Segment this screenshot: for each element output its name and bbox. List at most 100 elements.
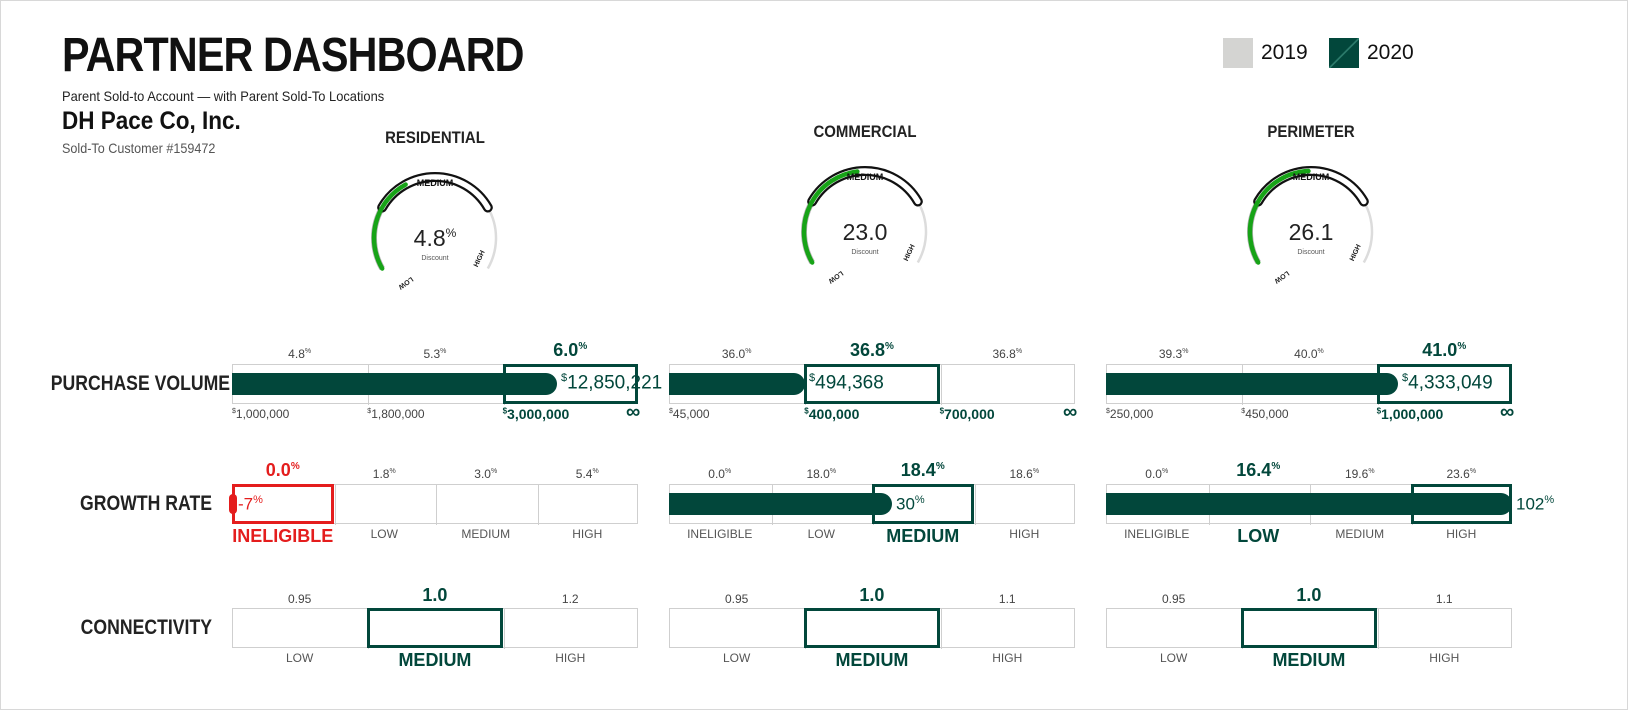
gauge-high-label: HIGH (473, 250, 487, 269)
growth-highlight-commercial (872, 484, 974, 524)
purchase-highlight-commercial (804, 364, 940, 404)
gauge-low-label: LOW (396, 275, 414, 290)
purchase-bar-perimeter (1106, 373, 1398, 395)
connectivity-tier-commercial: 1.0 (859, 585, 885, 605)
purchase-threshold: $250,000 (1106, 407, 1154, 421)
growth-level-low: LOW (807, 527, 835, 541)
growth-divider (436, 485, 437, 525)
gauge-perimeter: MEDIUM LOW HIGH 26.1 Discount (1241, 156, 1381, 346)
purchase-threshold: $1,000,000 (1376, 406, 1444, 422)
purchase-tier-residential: 4.8% (288, 347, 312, 361)
growth-highlight-perimeter (1410, 484, 1512, 524)
growth-tier-perimeter: 19.6% (1344, 467, 1375, 481)
purchase-tier-commercial: 36.0% (721, 347, 752, 361)
connectivity-level-low: LOW (722, 651, 751, 665)
purchase-threshold-infinity: ∞ (626, 401, 641, 423)
gauge-medium-label: MEDIUM (1293, 172, 1330, 182)
growth-level-medium: MEDIUM (886, 526, 960, 546)
growth-tier-residential: 0.0% (265, 460, 300, 480)
growth-level-high: HIGH (572, 527, 603, 541)
legend-swatch-2019 (1223, 38, 1253, 68)
connectivity-track-residential (232, 608, 638, 649)
purchase-tier-perimeter: 41.0% (1422, 340, 1467, 360)
connectivity-divider (940, 609, 942, 649)
connectivity-tier-perimeter: 1.1 (1435, 592, 1453, 606)
connectivity-tier-residential: 0.95 (287, 592, 312, 606)
purchase-tier-commercial: 36.8% (849, 340, 894, 360)
purchase-threshold-infinity: ∞ (1063, 401, 1078, 423)
purchase-divider (940, 365, 942, 405)
growth-value-commercial: 30% (896, 494, 925, 514)
growth-level-ineligible: INELIGIBLE (1124, 527, 1190, 541)
growth-bar-commercial (669, 493, 892, 515)
connectivity-level-high: HIGH (555, 651, 586, 665)
growth-divider (974, 485, 976, 525)
purchase-bar-residential (232, 373, 557, 395)
purchase-tier-commercial: 36.8% (992, 347, 1023, 361)
legend-item-2020: 2020 (1329, 38, 1414, 68)
connectivity-tier-perimeter: 1.0 (1296, 585, 1322, 605)
row-label-connectivity: CONNECTIVITY (80, 616, 212, 639)
growth-track-residential (232, 484, 638, 525)
connectivity-tier-commercial: 0.95 (724, 592, 749, 606)
purchase-threshold-infinity: ∞ (1500, 401, 1515, 423)
row-label-growth-rate: GROWTH RATE (80, 492, 212, 515)
growth-tier-residential: 5.4% (575, 467, 599, 481)
legend-label-2020: 2020 (1367, 41, 1414, 64)
purchase-tier-residential: 5.3% (423, 347, 447, 361)
legend-item-2019: 2019 (1223, 38, 1308, 68)
customer-number: Sold-To Customer #159472 (62, 140, 216, 156)
page-subtitle: Parent Sold-to Account — with Parent Sol… (62, 88, 385, 104)
growth-level-high: HIGH (1446, 527, 1477, 541)
legend-swatch-2020 (1329, 38, 1359, 68)
gauge-commercial: MEDIUM LOW HIGH 23.0 Discount (795, 156, 935, 346)
category-title-residential: RESIDENTIAL (385, 128, 485, 147)
gauge-discount-label: Discount (851, 249, 878, 256)
purchase-threshold: $1,000,000 (232, 407, 290, 421)
growth-tier-perimeter: 0.0% (1145, 467, 1169, 481)
growth-tier-commercial: 18.4% (900, 460, 945, 480)
connectivity-level-medium: MEDIUM (398, 650, 472, 670)
connectivity-level-medium: MEDIUM (1272, 650, 1346, 670)
connectivity-divider (1377, 609, 1379, 649)
connectivity-level-low: LOW (285, 651, 314, 665)
growth-level-low: LOW (370, 527, 398, 541)
growth-level-medium: MEDIUM (461, 527, 511, 541)
gauge-value-arc (1247, 168, 1311, 265)
growth-level-high: HIGH (1009, 527, 1040, 541)
purchase-value-residential: $12,850,221 (561, 372, 663, 394)
growth-level-low: LOW (1237, 526, 1280, 546)
row-label-purchase-volume: PURCHASE VOLUME (50, 372, 231, 395)
growth-highlight-residential (232, 484, 334, 524)
growth-level-ineligible: INELIGIBLE (687, 527, 753, 541)
connectivity-level-low: LOW (1159, 651, 1188, 665)
purchase-highlight-residential (502, 364, 638, 404)
gauge-residential: MEDIUM LOW HIGH 4.8% Discount (365, 162, 505, 352)
connectivity-tier-residential: 1.2 (561, 592, 579, 606)
gauge-svg-commercial: MEDIUM LOW HIGH 23.0 Discount (801, 166, 928, 284)
gauge-medium-label: MEDIUM (847, 172, 884, 182)
connectivity-divider (503, 609, 505, 649)
growth-tier-residential: 1.8% (372, 467, 396, 481)
purchase-threshold: $400,000 (804, 406, 860, 422)
growth-tier-residential: 3.0% (474, 467, 498, 481)
gauge-svg-perimeter: MEDIUM LOW HIGH 26.1 Discount (1247, 166, 1374, 284)
gauge-value: 26.1 (1289, 219, 1334, 245)
gauge-low-label: LOW (826, 269, 844, 284)
category-title-perimeter: PERIMETER (1267, 122, 1355, 141)
gauge-value-arc (371, 182, 408, 271)
company-name: DH Pace Co, Inc. (62, 107, 241, 135)
purchase-tier-residential: 6.0% (553, 340, 588, 360)
purchase-bar-commercial (669, 373, 805, 395)
purchase-threshold: $3,000,000 (502, 406, 570, 422)
gauge-value-arc (801, 169, 860, 265)
purchase-highlight-perimeter (1376, 364, 1512, 404)
gauge-medium-label: MEDIUM (417, 178, 454, 188)
growth-value-perimeter: 102% (1516, 494, 1555, 514)
connectivity-tier-commercial: 1.1 (998, 592, 1016, 606)
growth-tier-perimeter: 23.6% (1446, 467, 1477, 481)
purchase-tier-perimeter: 40.0% (1294, 347, 1324, 361)
category-title-commercial: COMMERCIAL (813, 122, 917, 141)
connectivity-highlight-perimeter (1241, 608, 1377, 648)
